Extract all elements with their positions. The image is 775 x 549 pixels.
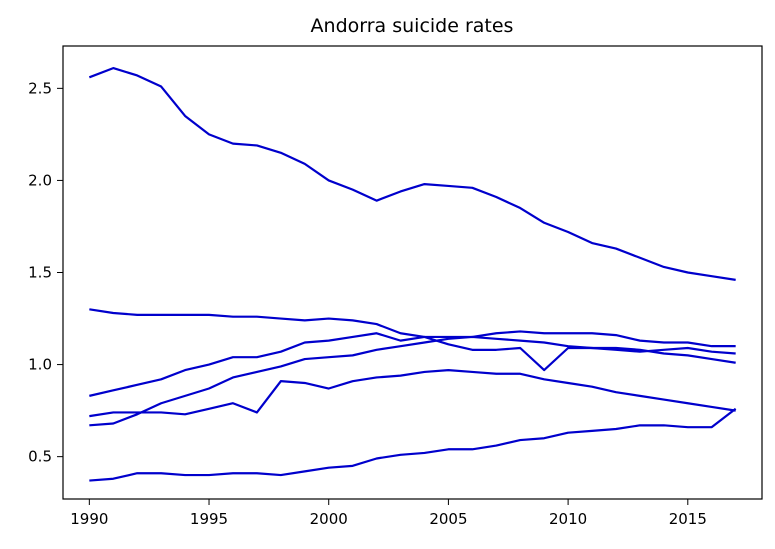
x-tick-label: 2010 (549, 510, 587, 528)
series-line-2 (89, 308, 736, 372)
plot-area (62, 45, 763, 500)
series-line-6 (89, 407, 737, 482)
x-axis: 1990 1995 2000 2005 2010 2015 (70, 499, 707, 528)
x-tick-label: 2005 (429, 510, 467, 528)
series-line-5 (89, 369, 736, 418)
x-tick-label: 2015 (669, 510, 707, 528)
x-tick-label: 2000 (310, 510, 348, 528)
series-line-1 (88, 66, 736, 281)
series-line-3 (89, 330, 736, 397)
y-tick-label: 2.0 (28, 171, 52, 189)
y-tick-label: 1.5 (28, 264, 52, 282)
series-line-4 (89, 335, 736, 427)
y-tick-label: 0.5 (28, 448, 52, 466)
chart-title: Andorra suicide rates (311, 15, 514, 37)
plot-frame (62, 45, 763, 500)
y-tick-label: 2.5 (28, 79, 52, 97)
y-tick-label: 1.0 (28, 356, 52, 374)
series-layer (88, 66, 737, 482)
y-axis: 0.5 1.0 1.5 2.0 2.5 (28, 79, 63, 466)
x-tick-label: 1990 (70, 510, 108, 528)
x-tick-label: 1995 (190, 510, 228, 528)
